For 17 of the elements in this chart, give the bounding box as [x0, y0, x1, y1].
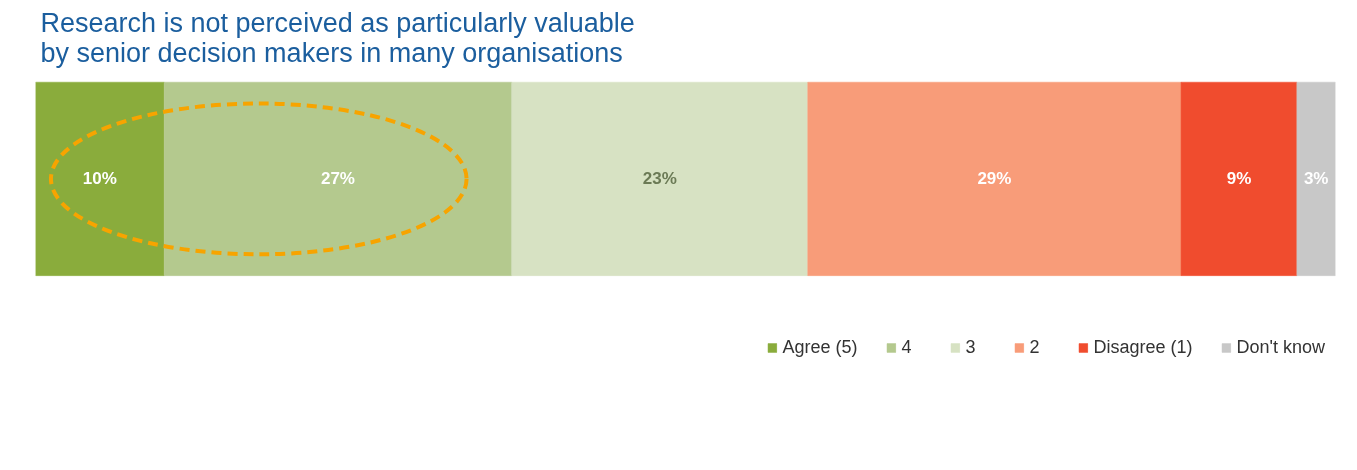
data-label: 29% [977, 169, 1012, 189]
bar [807, 81, 1182, 276]
bar [35, 81, 165, 276]
bar [1296, 81, 1336, 276]
legend-label: Don't know [1236, 337, 1325, 358]
data-label: 10% [82, 169, 117, 189]
legend-label: 4 [901, 337, 913, 358]
bar [1180, 81, 1298, 276]
data-label: 27% [320, 169, 355, 189]
legend-label: Disagree (1) [1093, 337, 1193, 358]
data-label: 23% [642, 169, 677, 189]
legend-label: 2 [1029, 337, 1041, 358]
legend-label: 3 [965, 337, 977, 358]
chart-title: Research is not perceived as particularly valuable by senior decision makers in many organisations [40, 7, 635, 68]
bar [511, 81, 809, 276]
legend-label: Agree (5) [782, 337, 858, 358]
data-label: 9% [1226, 169, 1252, 189]
